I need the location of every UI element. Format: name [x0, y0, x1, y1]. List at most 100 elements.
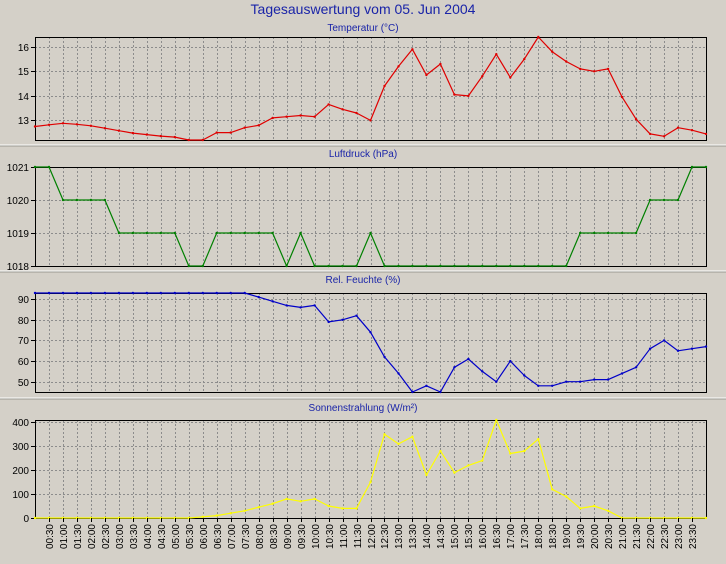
x-tick-label: 19:00 [562, 524, 573, 549]
data-point-pressure [676, 198, 680, 202]
data-point-humidity [215, 291, 218, 295]
y-tick-label: 200 [12, 466, 29, 477]
data-point-pressure [634, 231, 638, 235]
data-point-pressure [159, 231, 162, 235]
series-line-radiation [35, 419, 706, 519]
data-point-pressure [481, 264, 484, 268]
data-point-pressure [341, 264, 344, 268]
data-point-temperature [467, 94, 470, 98]
chart-title-humidity: Rel. Feuchte (%) [325, 275, 401, 286]
data-point-humidity [606, 378, 610, 381]
panel-pressure: 1018 1019 1020 1021 [0, 163, 726, 273]
x-tick-label: 09:30 [297, 524, 308, 549]
y-tick-label: 1021 [7, 163, 30, 174]
x-tick-label: 17:30 [520, 524, 531, 549]
data-point-temperature [690, 129, 694, 132]
data-point-humidity [285, 304, 288, 307]
data-point-radiation [33, 516, 37, 520]
data-point-humidity [187, 291, 190, 295]
y-tick-label: 16 [18, 43, 30, 54]
data-point-temperature [187, 138, 190, 142]
chart-title-pressure: Luftdruck (hPa) [328, 149, 398, 160]
data-point-humidity [690, 347, 694, 350]
data-point-radiation [606, 509, 610, 512]
series-line-humidity [35, 292, 707, 393]
panel-temperature: 13 14 15 16 [0, 35, 726, 147]
data-point-pressure [117, 231, 121, 235]
data-point-radiation [551, 488, 554, 491]
x-tick-label: 12:00 [367, 524, 378, 549]
x-tick-label: 01:00 [59, 524, 70, 549]
x-tick-label: 12:30 [380, 524, 391, 549]
data-point-radiation [215, 514, 218, 517]
data-point-humidity [89, 291, 93, 295]
data-point-humidity [425, 384, 428, 387]
data-point-temperature [425, 73, 428, 77]
data-point-temperature [704, 132, 708, 136]
data-point-temperature [606, 67, 610, 71]
data-point-radiation [425, 473, 428, 477]
y-tick-label: 1018 [7, 262, 30, 273]
data-point-temperature [117, 129, 121, 132]
data-point-radiation [704, 516, 708, 520]
panel-humidity: 50 60 70 80 90 [0, 291, 726, 400]
data-point-pressure [579, 231, 582, 235]
data-point-temperature [75, 123, 79, 126]
data-point-pressure [662, 198, 666, 202]
data-point-temperature [551, 50, 554, 53]
data-point-humidity [61, 291, 65, 295]
data-point-temperature [313, 115, 316, 118]
y-tick-label: 400 [12, 418, 29, 429]
data-point-temperature [271, 116, 274, 120]
data-point-humidity [509, 359, 512, 363]
data-point-humidity [704, 345, 708, 348]
y-tick-label: 13 [18, 116, 30, 127]
data-point-temperature [89, 124, 93, 128]
data-point-humidity [103, 291, 107, 295]
data-point-humidity [383, 355, 386, 359]
x-tick-label: 13:30 [408, 524, 419, 549]
data-point-temperature [495, 53, 498, 56]
data-point-pressure [425, 264, 428, 268]
data-point-temperature [257, 124, 260, 127]
data-point-humidity [593, 378, 596, 381]
x-tick-label: 02:30 [101, 524, 112, 549]
data-point-pressure [285, 264, 288, 268]
data-point-radiation [523, 449, 526, 453]
data-point-pressure [453, 264, 456, 268]
data-point-humidity [453, 366, 456, 369]
data-point-radiation [397, 442, 400, 446]
x-tick-label: 05:30 [185, 524, 196, 549]
data-point-humidity [75, 291, 79, 295]
data-point-temperature [103, 127, 107, 130]
y-tick-label: 1019 [7, 229, 30, 240]
x-tick-label: 23:30 [688, 524, 699, 549]
data-point-radiation [579, 507, 582, 510]
data-point-temperature [369, 119, 372, 122]
x-tick-label: 16:00 [478, 524, 489, 549]
data-point-radiation [299, 500, 302, 503]
data-point-radiation [565, 495, 568, 498]
y-tick-label: 50 [18, 378, 30, 389]
data-point-humidity [537, 384, 540, 387]
y-tick-label: 80 [18, 316, 30, 327]
data-point-pressure [313, 264, 316, 268]
x-tick-label: 19:30 [576, 524, 587, 549]
data-point-pressure [648, 198, 652, 202]
data-point-pressure [61, 198, 65, 202]
data-point-pressure [704, 165, 708, 169]
data-point-temperature [383, 84, 386, 88]
data-point-temperature [579, 67, 582, 71]
x-tick-label: 21:00 [618, 524, 629, 549]
data-point-pressure [509, 264, 512, 268]
x-tick-label: 04:30 [157, 524, 168, 549]
x-tick-label: 22:00 [646, 524, 657, 549]
data-point-radiation [257, 506, 260, 509]
series-line-temperature [34, 36, 707, 141]
x-tick-label: 15:00 [450, 524, 461, 549]
data-point-pressure [215, 231, 218, 235]
data-point-humidity [369, 331, 372, 334]
data-point-humidity [173, 291, 176, 295]
data-point-radiation [439, 449, 442, 453]
data-point-humidity [579, 380, 582, 383]
